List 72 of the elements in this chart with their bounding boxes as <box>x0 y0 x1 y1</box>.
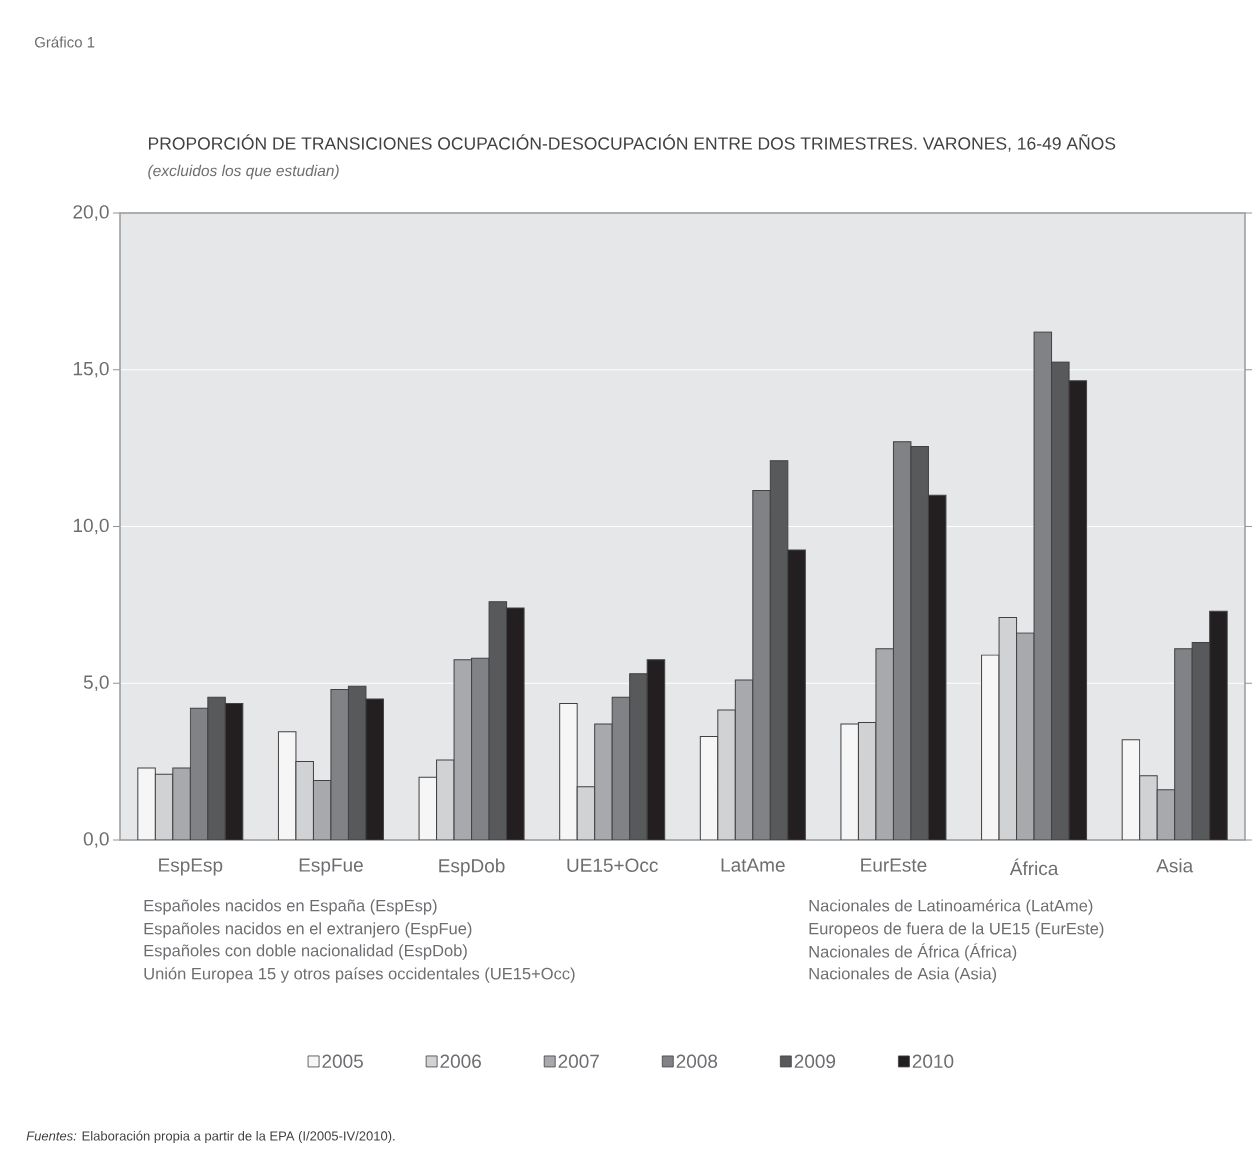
bar <box>1209 610 1228 840</box>
bar <box>295 761 314 840</box>
bar <box>1034 332 1052 840</box>
bar <box>752 490 771 840</box>
bar <box>735 680 753 840</box>
bar <box>207 697 226 840</box>
bar <box>875 648 894 840</box>
bar <box>893 441 911 840</box>
x-tick-label: Asia <box>1156 858 1194 873</box>
bar <box>594 723 613 840</box>
bar <box>278 731 296 840</box>
bar <box>928 495 946 840</box>
bar <box>770 460 788 840</box>
bar <box>1191 641 1211 840</box>
y-tick-label: 10,0 <box>73 518 109 535</box>
legend-label: 2005 <box>322 1054 363 1069</box>
legend-label: 2007 <box>558 1054 599 1069</box>
bar <box>787 550 806 840</box>
text: Europeos de fuera de la UE15 (EurEste) <box>809 922 1104 938</box>
x-tick-label: EspEsp <box>159 858 223 876</box>
bar <box>612 697 630 840</box>
legend-label: 2010 <box>912 1054 954 1069</box>
bar <box>365 698 384 840</box>
x-tick-label: UE15+Occ <box>567 858 658 872</box>
bar <box>225 703 243 840</box>
text: Españoles nacidos en el extranjero (EspFue) <box>144 922 472 938</box>
legend-label: 2006 <box>440 1054 481 1069</box>
bar <box>999 617 1017 840</box>
bar <box>1139 775 1158 840</box>
bar <box>489 601 507 840</box>
x-tick-label: EspFue <box>299 858 363 876</box>
text: Españoles nacidos en España (EspEsp) <box>144 899 437 915</box>
text: Nacionales de África (África) <box>809 943 1017 961</box>
bar <box>629 673 648 840</box>
text: Fuentes: Elaboración propia a partir de la EPA (I/2005-IV/2010). <box>26 1130 395 1144</box>
bar <box>1121 739 1141 840</box>
y-tick-label: 20,0 <box>73 205 109 221</box>
bar <box>647 659 665 840</box>
x-tick-label: LatAme <box>721 858 785 872</box>
bar <box>858 722 876 840</box>
y-tick-label: 15,0 <box>73 361 109 378</box>
bar <box>1069 380 1087 840</box>
bar <box>348 686 366 840</box>
y-tick-label: 0,0 <box>83 832 109 848</box>
text: Gráfico 1 <box>34 36 95 48</box>
bar <box>559 703 578 840</box>
bar <box>1174 648 1193 840</box>
chart-subtitle: (excluidos los que estudian) <box>148 164 339 180</box>
bar <box>454 659 472 840</box>
bar <box>506 608 525 840</box>
bar <box>330 689 349 840</box>
legend-label: 2009 <box>794 1054 836 1069</box>
x-tick-label: EspDob <box>439 858 505 877</box>
y-tick-label: 5,0 <box>83 675 109 692</box>
bar <box>137 767 156 840</box>
bar <box>910 446 929 840</box>
bar <box>1051 361 1070 840</box>
bar <box>190 708 208 840</box>
text: Nacionales de Asia (Asia) <box>809 967 997 983</box>
x-tick-label: EurEste <box>861 858 927 872</box>
bar <box>1016 633 1035 840</box>
bar <box>700 736 718 840</box>
text: Españoles con doble nacionalidad (EspDob) <box>144 944 467 960</box>
bar <box>471 658 490 840</box>
bar <box>717 709 736 840</box>
text: Unión Europea 15 y otros países occidentales (UE15+Occ) <box>144 967 575 983</box>
chart-title: PROPORCIÓN DE TRANSICIONES OCUPACIÓN-DESOCUPACIÓN ENTRE DOS TRIMESTRES. VARONES, 16-49 AÑOS <box>148 134 1116 152</box>
bar <box>840 723 859 840</box>
text: Nacionales de Latinoamérica (LatAme) <box>809 899 1093 915</box>
bar <box>172 767 191 840</box>
legend-label: 2008 <box>676 1054 718 1069</box>
x-tick-label: África <box>1009 858 1059 876</box>
